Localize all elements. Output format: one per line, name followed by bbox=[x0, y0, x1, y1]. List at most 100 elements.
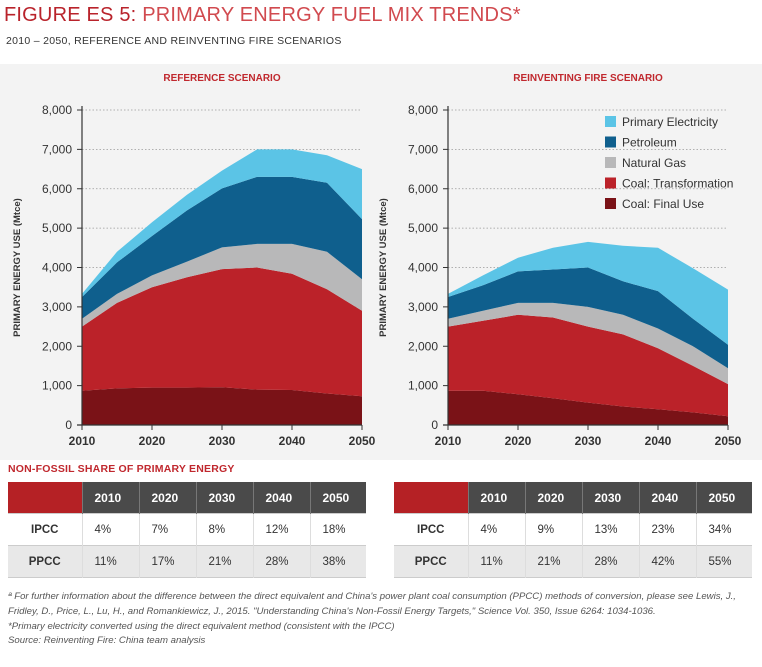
x-tick-label: 2040 bbox=[645, 434, 672, 448]
share-row-label: IPCC bbox=[417, 523, 445, 536]
share-row-ppcc: PPCC 11% 21% 28% 42% 55% bbox=[394, 545, 752, 578]
share-year: 2040 bbox=[638, 482, 696, 514]
area-natural-gas bbox=[448, 302, 728, 385]
share-table-reference: 2010 2020 2030 2040 2050 IPCC 4% 7% 8% 1… bbox=[8, 482, 366, 578]
y-tick-label: 4,000 bbox=[42, 261, 72, 275]
area-petroleum bbox=[448, 267, 728, 369]
area-coal-final-use bbox=[82, 387, 362, 425]
figure-title-prefix: FIGURE ES 5: bbox=[4, 4, 137, 26]
share-table-reinventing: 2010 2020 2030 2040 2050 IPCC 4% 9% 13% … bbox=[394, 482, 752, 578]
y-tick-label: 4,000 bbox=[408, 261, 438, 275]
area-coal-final-use bbox=[448, 390, 728, 425]
share-row-ipcc: IPCC 4% 7% 8% 12% 18% bbox=[8, 513, 366, 546]
legend-swatch-coal-final-use bbox=[605, 198, 616, 209]
area-primary-electricity bbox=[448, 241, 728, 345]
x-tick-label: 2050 bbox=[715, 434, 742, 448]
figure-title: FIGURE ES 5: PRIMARY ENERGY FUEL MIX TRE… bbox=[4, 4, 521, 27]
legend-swatch-coal-transformation bbox=[605, 177, 616, 189]
y-tick-label: 8,000 bbox=[42, 103, 72, 117]
panel-title: REFERENCE SCENARIO bbox=[163, 73, 280, 84]
y-tick-label: 2,000 bbox=[42, 339, 72, 353]
x-tick-label: 2010 bbox=[435, 434, 462, 448]
y-tick-label: 6,000 bbox=[408, 182, 438, 196]
share-cell: 38% bbox=[309, 545, 366, 578]
area-coal-transformation bbox=[82, 267, 362, 397]
share-year: 2050 bbox=[309, 482, 366, 514]
legend-label: Coal: Transformation bbox=[622, 177, 733, 191]
notes: ª For further information about the diff… bbox=[8, 590, 758, 649]
legend-label: Natural Gas bbox=[622, 156, 686, 170]
share-row-ipcc: IPCC 4% 9% 13% 23% 34% bbox=[394, 513, 752, 546]
x-tick-label: 2050 bbox=[349, 434, 376, 448]
share-cell: 42% bbox=[638, 545, 696, 578]
share-cell: 55% bbox=[695, 545, 752, 578]
share-title: NON-FOSSIL SHARE OF PRIMARY ENERGY bbox=[8, 463, 235, 475]
legend-swatch-petroleum bbox=[605, 136, 616, 148]
share-row-ppcc: PPCC 11% 17% 21% 28% 38% bbox=[8, 545, 366, 578]
legend-swatch-primary-electricity bbox=[605, 116, 616, 127]
x-tick-label: 2010 bbox=[69, 434, 96, 448]
y-tick-label: 0 bbox=[431, 418, 438, 432]
share-cell: 21% bbox=[195, 545, 253, 578]
share-cell: 7% bbox=[138, 513, 196, 546]
share-cell: 17% bbox=[138, 545, 196, 578]
share-cell: 28% bbox=[581, 545, 639, 578]
area-primary-electricity bbox=[82, 149, 362, 297]
share-cell: 13% bbox=[581, 513, 639, 546]
share-year: 2010 bbox=[81, 482, 139, 514]
share-year: 2040 bbox=[252, 482, 310, 514]
y-tick-label: 7,000 bbox=[42, 142, 72, 156]
y-tick-label: 8,000 bbox=[408, 103, 438, 117]
legend-label: Petroleum bbox=[622, 136, 677, 150]
primary-electricity-note: *Primary electricity converted using the… bbox=[8, 620, 395, 632]
legend-label: Primary Electricity bbox=[622, 115, 718, 129]
share-cell: 4% bbox=[81, 513, 139, 546]
area-natural-gas bbox=[82, 243, 362, 327]
share-cell: 23% bbox=[638, 513, 696, 546]
area-coal-transformation bbox=[448, 314, 728, 417]
y-tick-label: 3,000 bbox=[42, 300, 72, 314]
x-tick-label: 2030 bbox=[575, 434, 602, 448]
figure-subtitle: 2010 – 2050, REFERENCE AND REINVENTING F… bbox=[6, 35, 342, 47]
y-tick-label: 0 bbox=[65, 418, 72, 432]
y-tick-label: 1,000 bbox=[408, 379, 438, 393]
source-note: Source: Reinventing Fire: China team ana… bbox=[8, 635, 206, 647]
share-year: 2030 bbox=[195, 482, 253, 514]
share-header-row: 2010 2020 2030 2040 2050 bbox=[394, 482, 752, 514]
share-year: 2050 bbox=[695, 482, 752, 514]
share-cell: 21% bbox=[524, 545, 582, 578]
footnote: ª For further information about the diff… bbox=[8, 591, 736, 617]
x-tick-label: 2040 bbox=[279, 434, 306, 448]
legend-label: Coal: Final Use bbox=[622, 197, 704, 211]
share-cell: 18% bbox=[309, 513, 366, 546]
y-tick-label: 1,000 bbox=[42, 379, 72, 393]
share-year: 2020 bbox=[524, 482, 582, 514]
share-cell: 34% bbox=[695, 513, 752, 546]
y-tick-label: 7,000 bbox=[408, 142, 438, 156]
area-petroleum bbox=[82, 176, 362, 319]
share-corner-swatch bbox=[8, 482, 82, 514]
share-header-row: 2010 2020 2030 2040 2050 bbox=[8, 482, 366, 514]
share-row-label: IPCC bbox=[31, 523, 59, 536]
share-cell: 28% bbox=[252, 545, 310, 578]
panel-title: REINVENTING FIRE SCENARIO bbox=[513, 73, 663, 84]
y-tick-label: 5,000 bbox=[42, 221, 72, 235]
share-cell: 11% bbox=[81, 545, 139, 578]
y-tick-label: 5,000 bbox=[408, 221, 438, 235]
share-cell: 11% bbox=[467, 545, 525, 578]
share-year: 2010 bbox=[467, 482, 525, 514]
share-cell: 9% bbox=[524, 513, 582, 546]
share-year: 2020 bbox=[138, 482, 196, 514]
figure-title-text: PRIMARY ENERGY FUEL MIX TRENDS* bbox=[136, 4, 521, 26]
share-row-label: PPCC bbox=[8, 545, 82, 578]
charts-area: REFERENCE SCENARIO 0 1,000 2,000 3,000 4,000 5… bbox=[12, 73, 742, 448]
share-year: 2030 bbox=[581, 482, 639, 514]
y-axis-label: PRIMARY ENERGY USE (Mtce) bbox=[378, 198, 389, 337]
share-cell: 4% bbox=[467, 513, 525, 546]
x-tick-label: 2030 bbox=[209, 434, 236, 448]
y-axis-label: PRIMARY ENERGY USE (Mtce) bbox=[12, 198, 23, 337]
x-tick-label: 2020 bbox=[139, 434, 166, 448]
share-cell: 8% bbox=[195, 513, 253, 546]
share-row-label: PPCC bbox=[394, 545, 468, 578]
share-corner-swatch bbox=[394, 482, 468, 514]
